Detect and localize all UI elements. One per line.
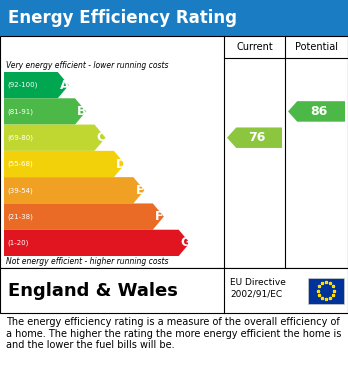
Text: EU Directive
2002/91/EC: EU Directive 2002/91/EC [230, 278, 286, 299]
Polygon shape [4, 98, 86, 125]
Text: 86: 86 [311, 105, 328, 118]
Text: Very energy efficient - lower running costs: Very energy efficient - lower running co… [6, 61, 168, 70]
Polygon shape [4, 151, 125, 177]
Text: (1-20): (1-20) [7, 240, 29, 246]
Text: G: G [180, 236, 190, 249]
Text: Not energy efficient - higher running costs: Not energy efficient - higher running co… [6, 258, 168, 267]
Text: Energy Efficiency Rating: Energy Efficiency Rating [8, 9, 237, 27]
Text: (55-68): (55-68) [7, 161, 33, 167]
Text: (21-38): (21-38) [7, 213, 33, 220]
Text: B: B [77, 105, 86, 118]
Text: Current: Current [236, 42, 273, 52]
Text: C: C [96, 131, 106, 144]
Polygon shape [4, 72, 69, 98]
Bar [0, 0, 348, 36]
Polygon shape [4, 177, 144, 203]
Text: D: D [116, 158, 126, 170]
Bar [0, 268, 348, 313]
Polygon shape [4, 125, 105, 151]
Text: Potential: Potential [295, 42, 338, 52]
Text: E: E [136, 184, 144, 197]
Text: (39-54): (39-54) [7, 187, 33, 194]
Text: England & Wales: England & Wales [8, 282, 178, 300]
Text: (81-91): (81-91) [7, 108, 33, 115]
Text: F: F [155, 210, 164, 223]
Polygon shape [227, 127, 282, 148]
Polygon shape [288, 101, 345, 122]
Text: (92-100): (92-100) [7, 82, 37, 88]
Bar [308, 278, 344, 303]
Text: 76: 76 [248, 131, 266, 144]
Polygon shape [4, 203, 164, 230]
Text: (69-80): (69-80) [7, 135, 33, 141]
Text: A: A [60, 79, 69, 91]
Polygon shape [4, 230, 190, 256]
Text: The energy efficiency rating is a measure of the overall efficiency of a home. T: The energy efficiency rating is a measur… [6, 317, 341, 350]
Bar [0, 36, 348, 268]
